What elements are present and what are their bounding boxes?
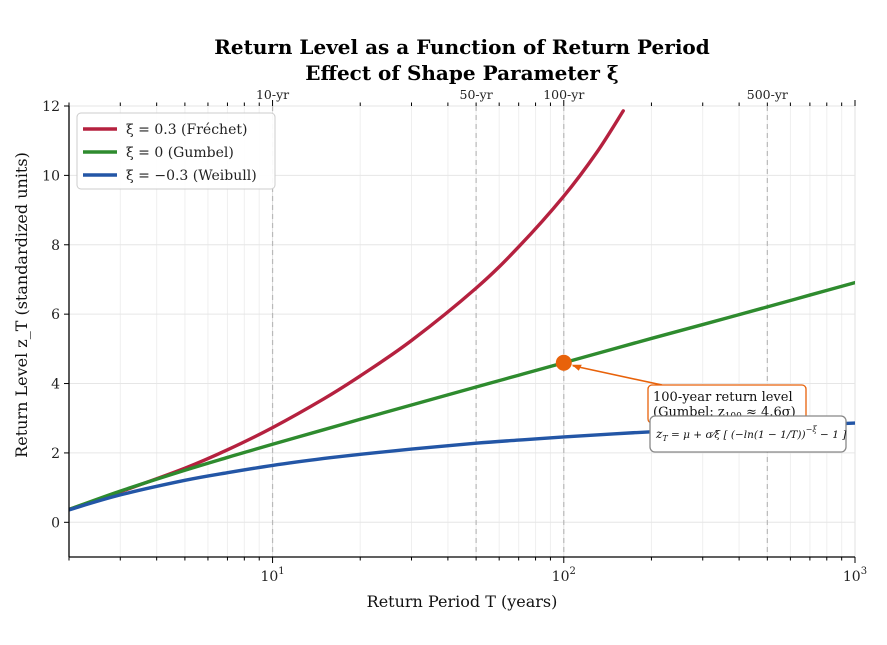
legend-label: ξ = 0.3 (Fréchet) [126, 122, 247, 138]
marker-label: 100-yr [543, 87, 584, 102]
x-tick-label: 101 [260, 566, 284, 585]
formula-box [649, 415, 847, 453]
legend-box [76, 112, 276, 190]
marker-label: 500-yr [747, 87, 788, 102]
legend-label: ξ = −0.3 (Weibull) [126, 168, 257, 184]
annotation-arrowhead [571, 364, 582, 371]
x-tick-label: 102 [552, 566, 576, 585]
y-axis-label: Return Level z_T (standardized units) [12, 152, 31, 458]
y-tick-label: 0 [51, 515, 60, 531]
series-line [69, 109, 625, 512]
marker-label: 50-yr [460, 87, 493, 102]
axes [68, 106, 855, 558]
formula-text: zT = μ + σ⁄ξ [ (−ln(1 − 1/T))−ξ − 1 ] [655, 425, 847, 443]
y-tick-label: 8 [51, 238, 60, 254]
return-period-markers: 10-yr 50-yr 100-yr 500-yr [256, 87, 788, 557]
x-tick-label: 103 [843, 566, 867, 585]
y-tick-label: 12 [42, 99, 60, 115]
y-tick-label: 10 [42, 168, 60, 184]
y-tick-label: 6 [51, 307, 60, 323]
series-line [69, 280, 855, 512]
annotation: 100-year return level(Gumbel: z100 ≈ 4.6… [555, 354, 847, 453]
annotation-point [555, 354, 572, 371]
y-tick-label: 4 [51, 377, 60, 393]
chart-subtitle: Effect of Shape Parameter ξ [305, 61, 619, 85]
legend-label: ξ = 0 (Gumbel) [126, 145, 234, 161]
y-tick-label: 2 [51, 446, 60, 462]
x-axis-label: Return Period T (years) [367, 592, 558, 611]
annotation-arrow [572, 364, 663, 386]
legend: ξ = 0.3 (Fréchet) ξ = 0 (Gumbel) ξ = −0.3 … [76, 112, 276, 190]
marker-label: 10-yr [256, 87, 289, 102]
annotation-line1: 100-year return level [653, 390, 793, 405]
ticks: 0 2 4 6 8 10 12 101 102 103 [42, 99, 867, 585]
chart-title: Return Level as a Function of Return Per… [214, 35, 710, 59]
